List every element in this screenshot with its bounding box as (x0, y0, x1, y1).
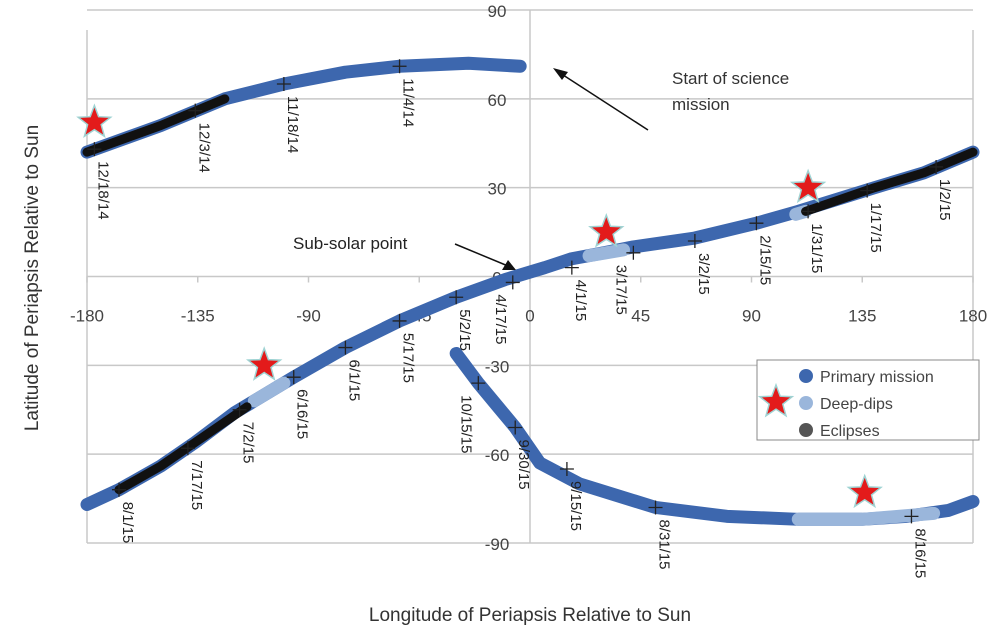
x-tick-label: 135 (848, 307, 876, 326)
y-tick-label: 90 (488, 2, 507, 21)
arrow-line (454, 243, 509, 267)
y-tick-label: -60 (485, 446, 510, 465)
x-tick-label: 90 (742, 307, 761, 326)
date-tick-label: 4/1/15 (572, 280, 589, 322)
date-tick-label: 7/17/15 (188, 460, 205, 510)
date-tick-mark (392, 59, 407, 74)
date-tick-label: 9/30/15 (515, 440, 532, 490)
track-deep-dips (582, 243, 631, 263)
legend-marker-icon (799, 396, 813, 410)
deep-dip-stars (76, 103, 883, 509)
date-tick-label: 12/18/14 (94, 161, 111, 219)
legend-marker-icon (799, 423, 813, 437)
date-tick-label: 8/31/15 (656, 519, 673, 569)
date-tick-label: 6/16/15 (294, 389, 311, 439)
y-tick-label: 30 (488, 180, 507, 199)
legend-box (756, 359, 980, 441)
date-tick-mark (338, 340, 353, 355)
legend-marker-icon (799, 369, 813, 383)
date-tick-mark (508, 420, 523, 435)
x-tick-label: 180 (959, 307, 987, 326)
date-tick-label: 12/3/14 (195, 123, 212, 173)
date-tick-mark (860, 183, 875, 198)
y-tick-label: -30 (485, 357, 510, 376)
track-primary-mission (80, 56, 527, 159)
x-tick-label: 45 (631, 307, 650, 326)
date-tick-label: 3/2/15 (695, 253, 712, 295)
date-tick-label: 8/16/15 (911, 528, 928, 578)
date-tick-mark (648, 500, 663, 515)
date-tick-mark (188, 103, 203, 118)
x-tick-label: 0 (525, 307, 534, 326)
annotation-text: Sub-solar point (293, 234, 408, 253)
track-deep-dips (247, 376, 291, 408)
date-ticks: 12/18/14 12/3/14 11/18/14 11/4/14 8/1/15 7/17… (87, 59, 953, 578)
date-tick-label: 5/2/15 (456, 309, 473, 351)
date-tick-label: 1/2/15 (936, 179, 953, 221)
track-eclipses (801, 147, 978, 216)
arrow-head-icon (553, 68, 568, 80)
legend: Primary mission Deep-dips Eclipses (756, 359, 980, 441)
date-tick-mark (929, 159, 944, 174)
date-tick-label: 2/15/15 (756, 235, 773, 285)
date-tick-mark (180, 441, 195, 456)
star-icon (757, 382, 795, 418)
date-tick-mark (505, 275, 520, 290)
star-icon (846, 473, 883, 509)
date-tick-mark (87, 142, 102, 157)
star-icon (245, 346, 283, 381)
date-tick-label: 4/17/15 (492, 294, 509, 344)
date-tick-mark (449, 290, 464, 305)
x-tick-label: -90 (296, 307, 321, 326)
date-tick-mark (276, 77, 291, 92)
date-tick-mark (801, 204, 816, 219)
date-tick-label: 1/31/15 (808, 223, 825, 273)
date-tick-label: 3/17/15 (612, 265, 629, 315)
track-eclipses (114, 402, 252, 495)
date-tick-mark (286, 370, 301, 385)
y-tick-label: -90 (485, 535, 510, 554)
star-icon (789, 168, 827, 204)
date-tick-label: 6/1/15 (345, 360, 362, 402)
date-tick-mark (559, 461, 574, 476)
date-tick-mark (564, 260, 579, 275)
date-tick-mark (111, 482, 126, 497)
track-deep-dips (791, 506, 941, 526)
y-tick-label: 60 (488, 91, 507, 110)
date-tick-mark (904, 509, 919, 524)
legend-label: Deep-dips (820, 396, 893, 413)
x-tick-label: -180 (70, 307, 104, 326)
date-tick-label: 9/15/15 (567, 481, 584, 531)
annotation-text-line1: Start of science (672, 69, 789, 88)
date-tick-mark (687, 233, 702, 248)
date-tick-label: 5/17/15 (400, 333, 417, 383)
date-tick-label: 1/17/15 (867, 203, 884, 253)
legend-label: Primary mission (820, 369, 934, 386)
x-tick-label: -135 (181, 307, 215, 326)
date-tick-label: 7/2/15 (240, 422, 257, 464)
annotation-start-science: Start of science mission (553, 68, 789, 131)
date-tick-label: 11/4/14 (400, 78, 417, 127)
date-tick-mark (749, 216, 764, 231)
annotation-sub-solar: Sub-solar point (293, 234, 516, 270)
annotation-text-line2: mission (672, 95, 730, 114)
star-icon (76, 103, 113, 139)
track-eclipses (82, 94, 230, 157)
arrow-head-icon (502, 260, 516, 270)
date-tick-mark (392, 313, 407, 328)
date-tick-mark (471, 376, 486, 391)
date-tick-mark (232, 402, 247, 417)
arrow-line (559, 72, 649, 131)
y-axis-title: Latitude of Periapsis Relative to Sun (22, 125, 43, 431)
x-axis-title: Longitude of Periapsis Relative to Sun (369, 605, 691, 626)
legend-label: Eclipses (820, 423, 880, 440)
date-tick-mark (626, 245, 641, 260)
date-tick-label: 8/1/15 (119, 502, 136, 544)
date-tick-label: 11/18/14 (284, 96, 301, 153)
date-tick-label: 10/15/15 (457, 395, 474, 453)
star-icon (588, 212, 625, 248)
